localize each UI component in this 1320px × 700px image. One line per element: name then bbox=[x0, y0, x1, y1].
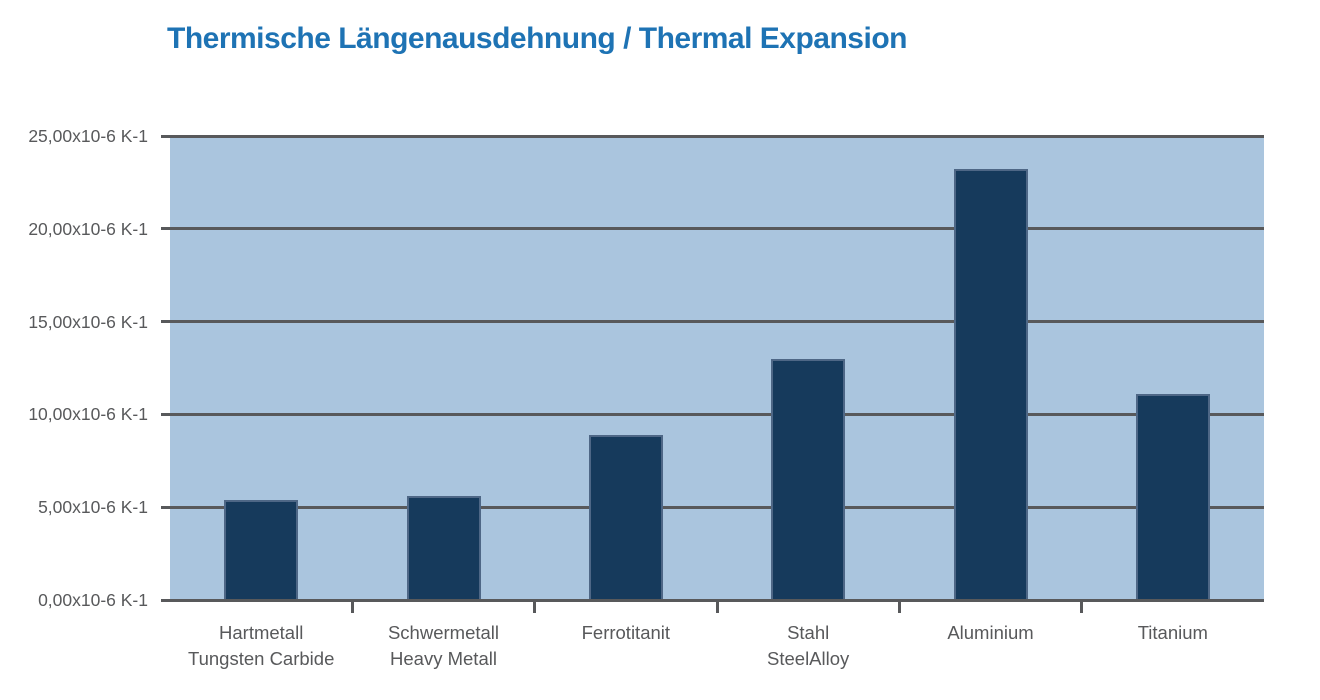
bar-aluminium bbox=[953, 169, 1028, 600]
x-category-line1: Aluminium bbox=[947, 622, 1034, 643]
bar-ferrotitanit bbox=[588, 434, 663, 600]
x-category-label-schwermetall: Schwermetall Heavy Metall bbox=[352, 620, 535, 672]
y-tick-label: 5,00x10-6 K-1 bbox=[38, 497, 148, 518]
gridline bbox=[161, 227, 1264, 231]
plot-area bbox=[161, 134, 1264, 613]
x-category-line1: Hartmetall bbox=[219, 622, 304, 643]
x-axis-tick bbox=[533, 600, 537, 613]
x-category-line2: SteelAlloy bbox=[767, 648, 850, 669]
x-category-label-ferrotitanit: Ferrotitanit bbox=[534, 620, 717, 646]
bar-schwermetall bbox=[406, 496, 481, 600]
x-category-line1: Titanium bbox=[1137, 622, 1208, 643]
x-axis-line bbox=[161, 598, 1264, 602]
x-axis: Hartmetall Tungsten Carbide Schwermetall He… bbox=[170, 620, 1264, 690]
bar-hartmetall bbox=[224, 499, 299, 600]
x-category-line2: Heavy Metall bbox=[390, 648, 497, 669]
x-category-line1: Schwermetall bbox=[387, 622, 500, 643]
x-category-label-stahl: Stahl SteelAlloy bbox=[717, 620, 900, 672]
y-tick-label: 0,00x10-6 K-1 bbox=[38, 590, 148, 610]
y-tick-label: 15,00x10-6 K-1 bbox=[28, 311, 148, 332]
x-category-line1: Ferrotitanit bbox=[581, 622, 671, 643]
x-category-label-hartmetall: Hartmetall Tungsten Carbide bbox=[170, 620, 353, 672]
y-axis: 0,00x10-6 K-1 5,00x10-6 K-1 10,00x10-6 K-1… bbox=[0, 126, 148, 610]
gridline bbox=[161, 505, 1264, 509]
gridline bbox=[161, 320, 1264, 324]
bar-stahl bbox=[771, 358, 846, 600]
chart-title: Thermische Längenausdehnung / Thermal Ex… bbox=[167, 22, 907, 55]
gridline bbox=[161, 412, 1264, 416]
y-tick-label: 10,00x10-6 K-1 bbox=[28, 404, 148, 425]
x-category-line2: Tungsten Carbide bbox=[187, 648, 335, 669]
x-category-line1: Stahl bbox=[787, 622, 830, 643]
y-tick-label: 25,00x10-6 K-1 bbox=[28, 126, 148, 146]
x-category-label-aluminium: Aluminium bbox=[899, 620, 1082, 646]
x-category-label-titanium: Titanium bbox=[1081, 620, 1264, 646]
y-tick-label: 20,00x10-6 K-1 bbox=[28, 218, 148, 239]
x-axis-tick bbox=[350, 600, 354, 613]
x-axis-tick bbox=[897, 600, 901, 613]
x-axis-tick bbox=[715, 600, 719, 613]
x-axis-tick bbox=[1080, 600, 1084, 613]
gridline bbox=[161, 134, 1264, 138]
bar-titanium bbox=[1135, 393, 1210, 600]
